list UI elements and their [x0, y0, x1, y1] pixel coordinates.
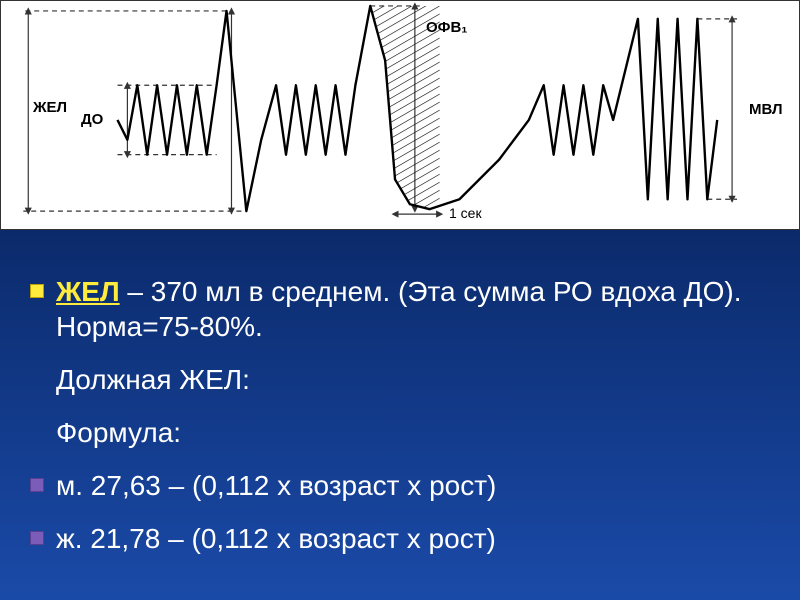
highlight-zhel: ЖЕЛ	[56, 276, 120, 307]
label-one-sec: 1 сек	[449, 205, 482, 221]
bullet-line-zhel: ЖЕЛ – 370 мл в среднем. (Эта сумма РО вд…	[30, 274, 770, 344]
text-slide-panel: ЖЕЛ – 370 мл в среднем. (Эта сумма РО вд…	[0, 230, 800, 600]
bullet-icon	[30, 478, 44, 492]
spirogram-svg	[1, 1, 799, 229]
line-text: ЖЕЛ – 370 мл в среднем. (Эта сумма РО вд…	[56, 274, 770, 344]
line-rest: – 370 мл в среднем. (Эта сумма РО вдоха …	[56, 276, 742, 342]
line-text: м. 27,63 – (0,112 х возраст х рост)	[56, 468, 496, 503]
indent-line-formula: Формула:	[56, 415, 770, 450]
label-mvl: МВЛ	[749, 101, 782, 118]
bullet-line-male: м. 27,63 – (0,112 х возраст х рост)	[30, 468, 770, 503]
indent-line-dzhel: Должная ЖЕЛ:	[56, 362, 770, 397]
label-do: ДО	[81, 111, 103, 128]
spirogram-diagram: ЖЕЛ ДО ОФВ₁ МВЛ 1 сек	[0, 0, 800, 230]
line-text: ж. 21,78 – (0,112 х возраст х рост)	[56, 521, 496, 556]
bullet-line-female: ж. 21,78 – (0,112 х возраст х рост)	[30, 521, 770, 556]
label-zhel: ЖЕЛ	[33, 99, 67, 116]
bullet-icon	[30, 284, 44, 298]
label-ofv1: ОФВ₁	[426, 19, 468, 36]
bullet-icon	[30, 531, 44, 545]
